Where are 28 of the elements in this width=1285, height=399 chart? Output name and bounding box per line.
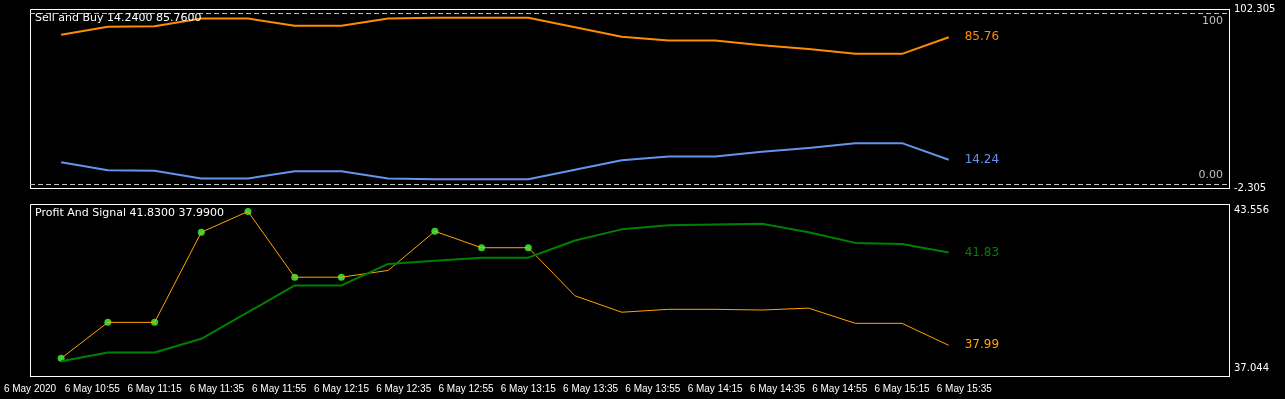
x-tick-label: 6 May 12:15 xyxy=(313,382,370,394)
data-label: 14.24 xyxy=(964,151,1000,166)
x-tick-label: 6 May 15:15 xyxy=(874,382,930,394)
ref-line-label: 0.00 xyxy=(1198,168,1223,182)
x-tick-label: 6 May 14:35 xyxy=(749,382,806,394)
x-tick-label: 6 May 11:15 xyxy=(127,382,183,394)
x-tick-label: 6 May 13:15 xyxy=(500,382,557,394)
data-label: 37.99 xyxy=(964,337,1000,352)
x-tick-label: 6 May 11:35 xyxy=(189,382,245,394)
data-label: 85.76 xyxy=(964,29,1000,44)
x-tick-label: 6 May 13:55 xyxy=(625,382,681,394)
y-tick-label: 37.044 xyxy=(1234,361,1269,373)
x-tick-label: 6 May 13:35 xyxy=(563,382,619,394)
y-tick-label: 102.305 xyxy=(1234,2,1276,14)
x-tick-label: 6 May 12:55 xyxy=(438,382,494,394)
y-tick-label: 43.556 xyxy=(1234,204,1269,216)
chart-title: Profit And Signal 41.8300 37.9900 xyxy=(35,206,224,220)
x-tick-label: 6 May 14:15 xyxy=(687,382,744,394)
data-label: 41.83 xyxy=(964,244,1000,259)
ref-line-label: 100 xyxy=(1202,14,1223,28)
x-tick-label: 6 May 11:55 xyxy=(251,382,307,394)
x-tick-label: 6 May 15:35 xyxy=(936,382,993,394)
chart-title: Sell and Buy 14.2400 85.7600 xyxy=(35,11,202,25)
x-tick-label: 6 May 2020 xyxy=(3,382,57,394)
y-tick-label: -2.305 xyxy=(1234,181,1267,193)
x-tick-label: 6 May 12:35 xyxy=(376,382,432,394)
x-tick-label: 6 May 10:55 xyxy=(64,382,121,394)
x-tick-label: 6 May 14:55 xyxy=(812,382,868,394)
